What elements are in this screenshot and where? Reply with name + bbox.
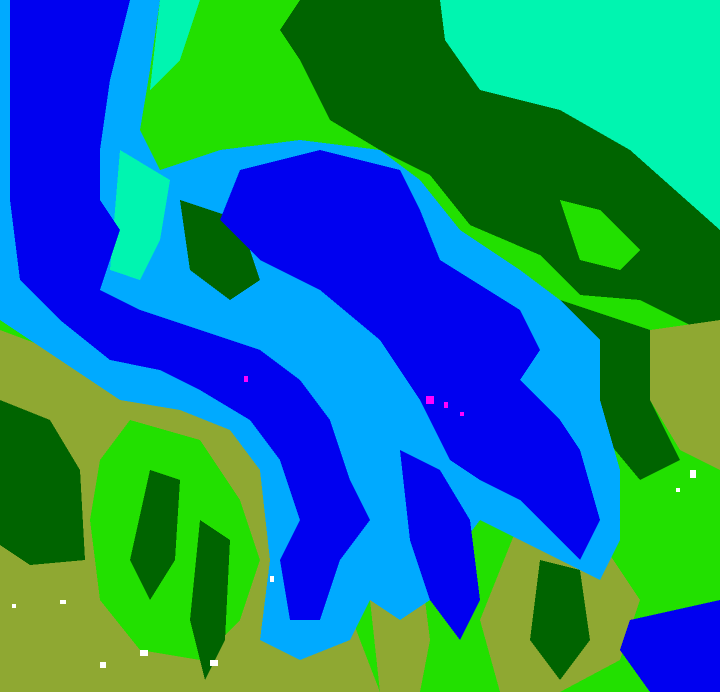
white-pixel (140, 650, 148, 656)
white-pixel (270, 576, 274, 582)
magenta-pixel (426, 396, 434, 404)
magenta-pixel (460, 412, 464, 416)
aquamarine-strip (110, 150, 170, 280)
aquamarine-strip (150, 0, 200, 90)
magenta-pixel (444, 402, 448, 408)
deep-blue-region (220, 150, 600, 560)
white-pixel (60, 600, 66, 604)
deep-blue-region (10, 0, 370, 620)
white-pixel (676, 488, 680, 492)
dark-green-patch (130, 470, 180, 600)
dark-green-patch (530, 560, 590, 680)
white-pixel (210, 660, 218, 666)
aquamarine-region (440, 0, 720, 230)
dark-green-patch (0, 400, 85, 565)
magenta-pixel (244, 376, 248, 382)
white-pixel (12, 604, 16, 608)
light-blue-patch (280, 300, 340, 360)
deep-blue-region (620, 600, 720, 692)
white-pixel (690, 470, 696, 478)
white-pixel (100, 662, 106, 668)
green-patch (560, 200, 640, 270)
dark-green-patch (190, 520, 230, 680)
olive-region (650, 320, 720, 470)
deep-blue-region (400, 450, 480, 640)
